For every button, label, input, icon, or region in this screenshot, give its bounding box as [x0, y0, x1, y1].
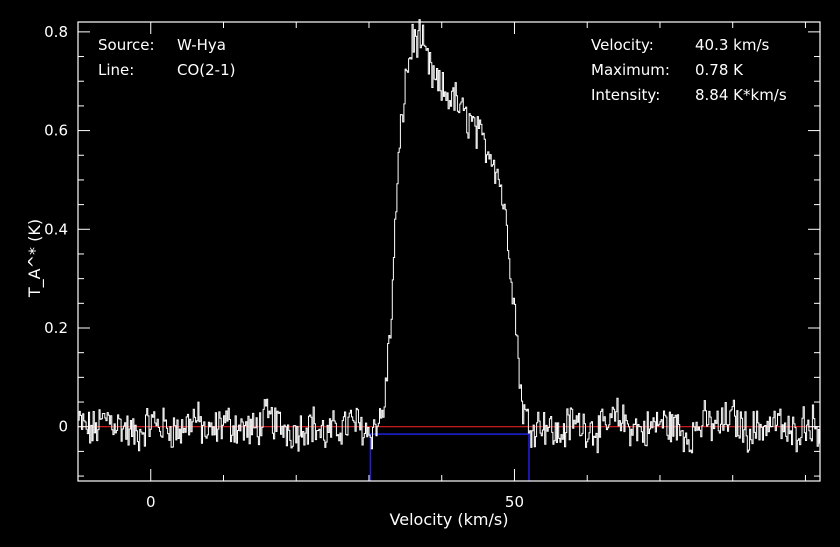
source-value: W-Hya	[177, 36, 226, 54]
y-tick-label: 0.6	[44, 122, 68, 140]
x-axis-title: Velocity (km/s)	[390, 510, 509, 529]
line-value: CO(2-1)	[177, 61, 235, 79]
y-axis-title: T_A^* (K)	[25, 219, 45, 298]
tick-layer: 0 0.2 0.4 0.6 0.8 0 50	[44, 22, 820, 511]
spectrum-line	[78, 19, 820, 454]
x-tick-label: 50	[505, 493, 524, 511]
intensity-value: 8.84 K*km/s	[695, 86, 787, 104]
y-axis-title-group: T_A^* (K)	[25, 219, 45, 298]
integration-window	[369, 433, 530, 481]
spectrum-series-layer	[78, 19, 820, 454]
y-tick-label: 0.4	[44, 220, 68, 238]
line-label: Line:	[98, 61, 134, 79]
maximum-label: Maximum:	[591, 61, 670, 79]
y-tick-label: 0	[58, 418, 68, 436]
y-tick-label: 0.8	[44, 23, 68, 41]
intensity-label: Intensity:	[591, 86, 660, 104]
plot-frame	[77, 21, 821, 482]
x-tick-label: 0	[146, 493, 156, 511]
velocity-value: 40.3 km/s	[695, 36, 770, 54]
source-label: Source:	[98, 36, 155, 54]
maximum-value: 0.78 K	[695, 61, 744, 79]
velocity-label: Velocity:	[591, 36, 654, 54]
integration-window-line	[369, 433, 530, 481]
y-tick-label: 0.2	[44, 319, 68, 337]
